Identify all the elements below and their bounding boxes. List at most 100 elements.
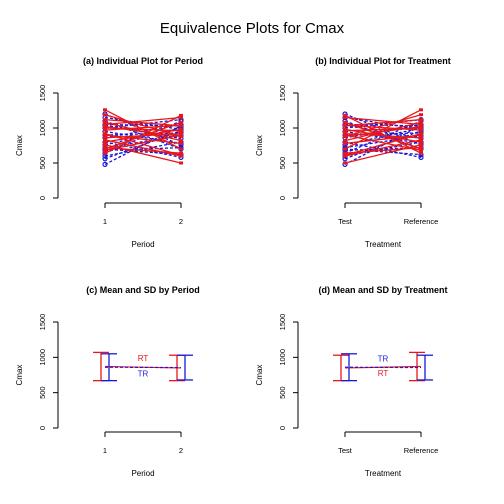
- x-axis-label: Treatment: [365, 240, 402, 249]
- subject-line-rt: [104, 121, 182, 150]
- x-axis-label: Period: [131, 469, 154, 478]
- data-point-rt: [179, 154, 183, 158]
- series-label-rt: RT: [138, 354, 149, 363]
- x-axis-label: Treatment: [365, 469, 402, 478]
- x-axis-label: Period: [131, 240, 154, 249]
- x-tick-label: Test: [338, 446, 353, 455]
- data-point-rt: [103, 136, 107, 140]
- data-point-rt: [179, 133, 183, 137]
- data-point-rt: [103, 138, 107, 142]
- data-point-rt: [419, 113, 423, 117]
- subject-line-rt: [104, 134, 182, 152]
- data-point-rt: [419, 120, 423, 124]
- data-point-rt: [179, 147, 183, 151]
- panel-d: (d) Mean and SD by Treatment 0 500 1000 1500…: [255, 285, 448, 478]
- subject-line-tr: [104, 124, 182, 140]
- y-tick-label: 1500: [278, 314, 287, 331]
- data-point-rt: [419, 140, 423, 144]
- data-point-rt: [343, 120, 347, 124]
- subject-line-rt: [344, 116, 422, 126]
- subject-line-tr: [104, 120, 182, 154]
- subject-line-tr: [104, 132, 182, 136]
- data-point-rt: [343, 116, 347, 119]
- subject-line-tr: [344, 148, 422, 156]
- panel-title: (a) Individual Plot for Period: [83, 56, 203, 66]
- data-point-rt: [419, 118, 423, 122]
- x-tick-label: 1: [103, 446, 107, 455]
- x-tick-label: Test: [338, 217, 353, 226]
- subject-line-rt: [104, 114, 182, 154]
- data-point-rt: [343, 113, 347, 117]
- data-point-rt: [343, 141, 347, 145]
- subject-line-tr: [104, 123, 182, 139]
- subject-line-rt: [104, 134, 182, 145]
- subject-line-tr: [104, 130, 182, 145]
- subject-line-rt: [104, 116, 182, 126]
- data-point-rt: [179, 120, 183, 124]
- data-point-rt: [179, 116, 183, 119]
- data-point-rt: [419, 151, 423, 155]
- subject-line-tr: [344, 116, 422, 131]
- subject-line-rt: [344, 146, 422, 154]
- subject-line-rt: [104, 114, 182, 138]
- y-tick-label: 1000: [38, 120, 47, 137]
- data-point-rt: [103, 120, 107, 124]
- y-tick-label: 1500: [278, 85, 287, 102]
- subject-line-tr: [104, 116, 182, 131]
- data-point-rt: [343, 133, 347, 137]
- y-tick-label: 1500: [38, 85, 47, 102]
- subject-line-tr: [104, 123, 182, 127]
- data-point-rt: [103, 128, 107, 132]
- x-tick-label: Reference: [404, 217, 439, 226]
- y-tick-label: 1500: [38, 314, 47, 331]
- subject-line-tr: [104, 135, 182, 149]
- y-tick-label: 500: [278, 157, 287, 170]
- data-point-tr: [102, 156, 108, 162]
- data-point-rt: [179, 113, 183, 117]
- data-point-rt: [103, 151, 107, 155]
- subject-line-tr: [344, 123, 422, 139]
- y-axis-label: Cmax: [15, 135, 24, 156]
- data-point-rt: [179, 141, 183, 145]
- data-point-rt: [179, 161, 183, 165]
- data-point-tr: [418, 154, 424, 160]
- data-point-rt: [343, 161, 347, 165]
- data-point-rt: [343, 127, 347, 131]
- panel-a: (a) Individual Plot for Period 0 500 1000 15…: [15, 56, 203, 249]
- y-tick-label: 500: [278, 386, 287, 399]
- data-point-rt: [343, 147, 347, 151]
- subject-line-rt: [344, 124, 422, 131]
- data-point-rt: [103, 148, 107, 152]
- data-point-rt: [419, 133, 423, 137]
- x-tick-label: Reference: [404, 446, 439, 455]
- y-tick-label: 0: [278, 196, 287, 200]
- data-point-rt: [103, 140, 107, 144]
- x-tick-label: 2: [179, 446, 183, 455]
- data-point-rt: [419, 126, 423, 130]
- subject-line-rt: [344, 139, 422, 157]
- subject-line-tr: [104, 148, 182, 156]
- data-point-rt: [343, 139, 347, 143]
- subject-line-tr: [344, 120, 422, 154]
- data-point-rt: [343, 151, 347, 155]
- data-point-rt: [419, 108, 423, 112]
- subject-line-rt: [344, 127, 422, 132]
- series-label-tr: TR: [378, 354, 389, 363]
- subject-line-rt: [104, 124, 182, 131]
- data-point-tr: [102, 161, 108, 167]
- subject-line-tr: [344, 141, 422, 159]
- panel-title: (b) Individual Plot for Treatment: [315, 56, 451, 66]
- y-tick-label: 0: [38, 426, 47, 430]
- subject-line-rt: [344, 121, 422, 150]
- subject-line-rt: [344, 134, 422, 152]
- series-label-tr: TR: [138, 369, 149, 378]
- data-point-rt: [179, 123, 183, 127]
- subject-line-tr: [104, 141, 182, 157]
- data-point-rt: [179, 139, 183, 143]
- panel-title: (d) Mean and SD by Treatment: [318, 285, 447, 295]
- data-point-rt: [103, 133, 107, 137]
- data-point-rt: [103, 108, 107, 112]
- y-tick-label: 500: [38, 386, 47, 399]
- figure-title: Equivalence Plots for Cmax: [160, 20, 345, 37]
